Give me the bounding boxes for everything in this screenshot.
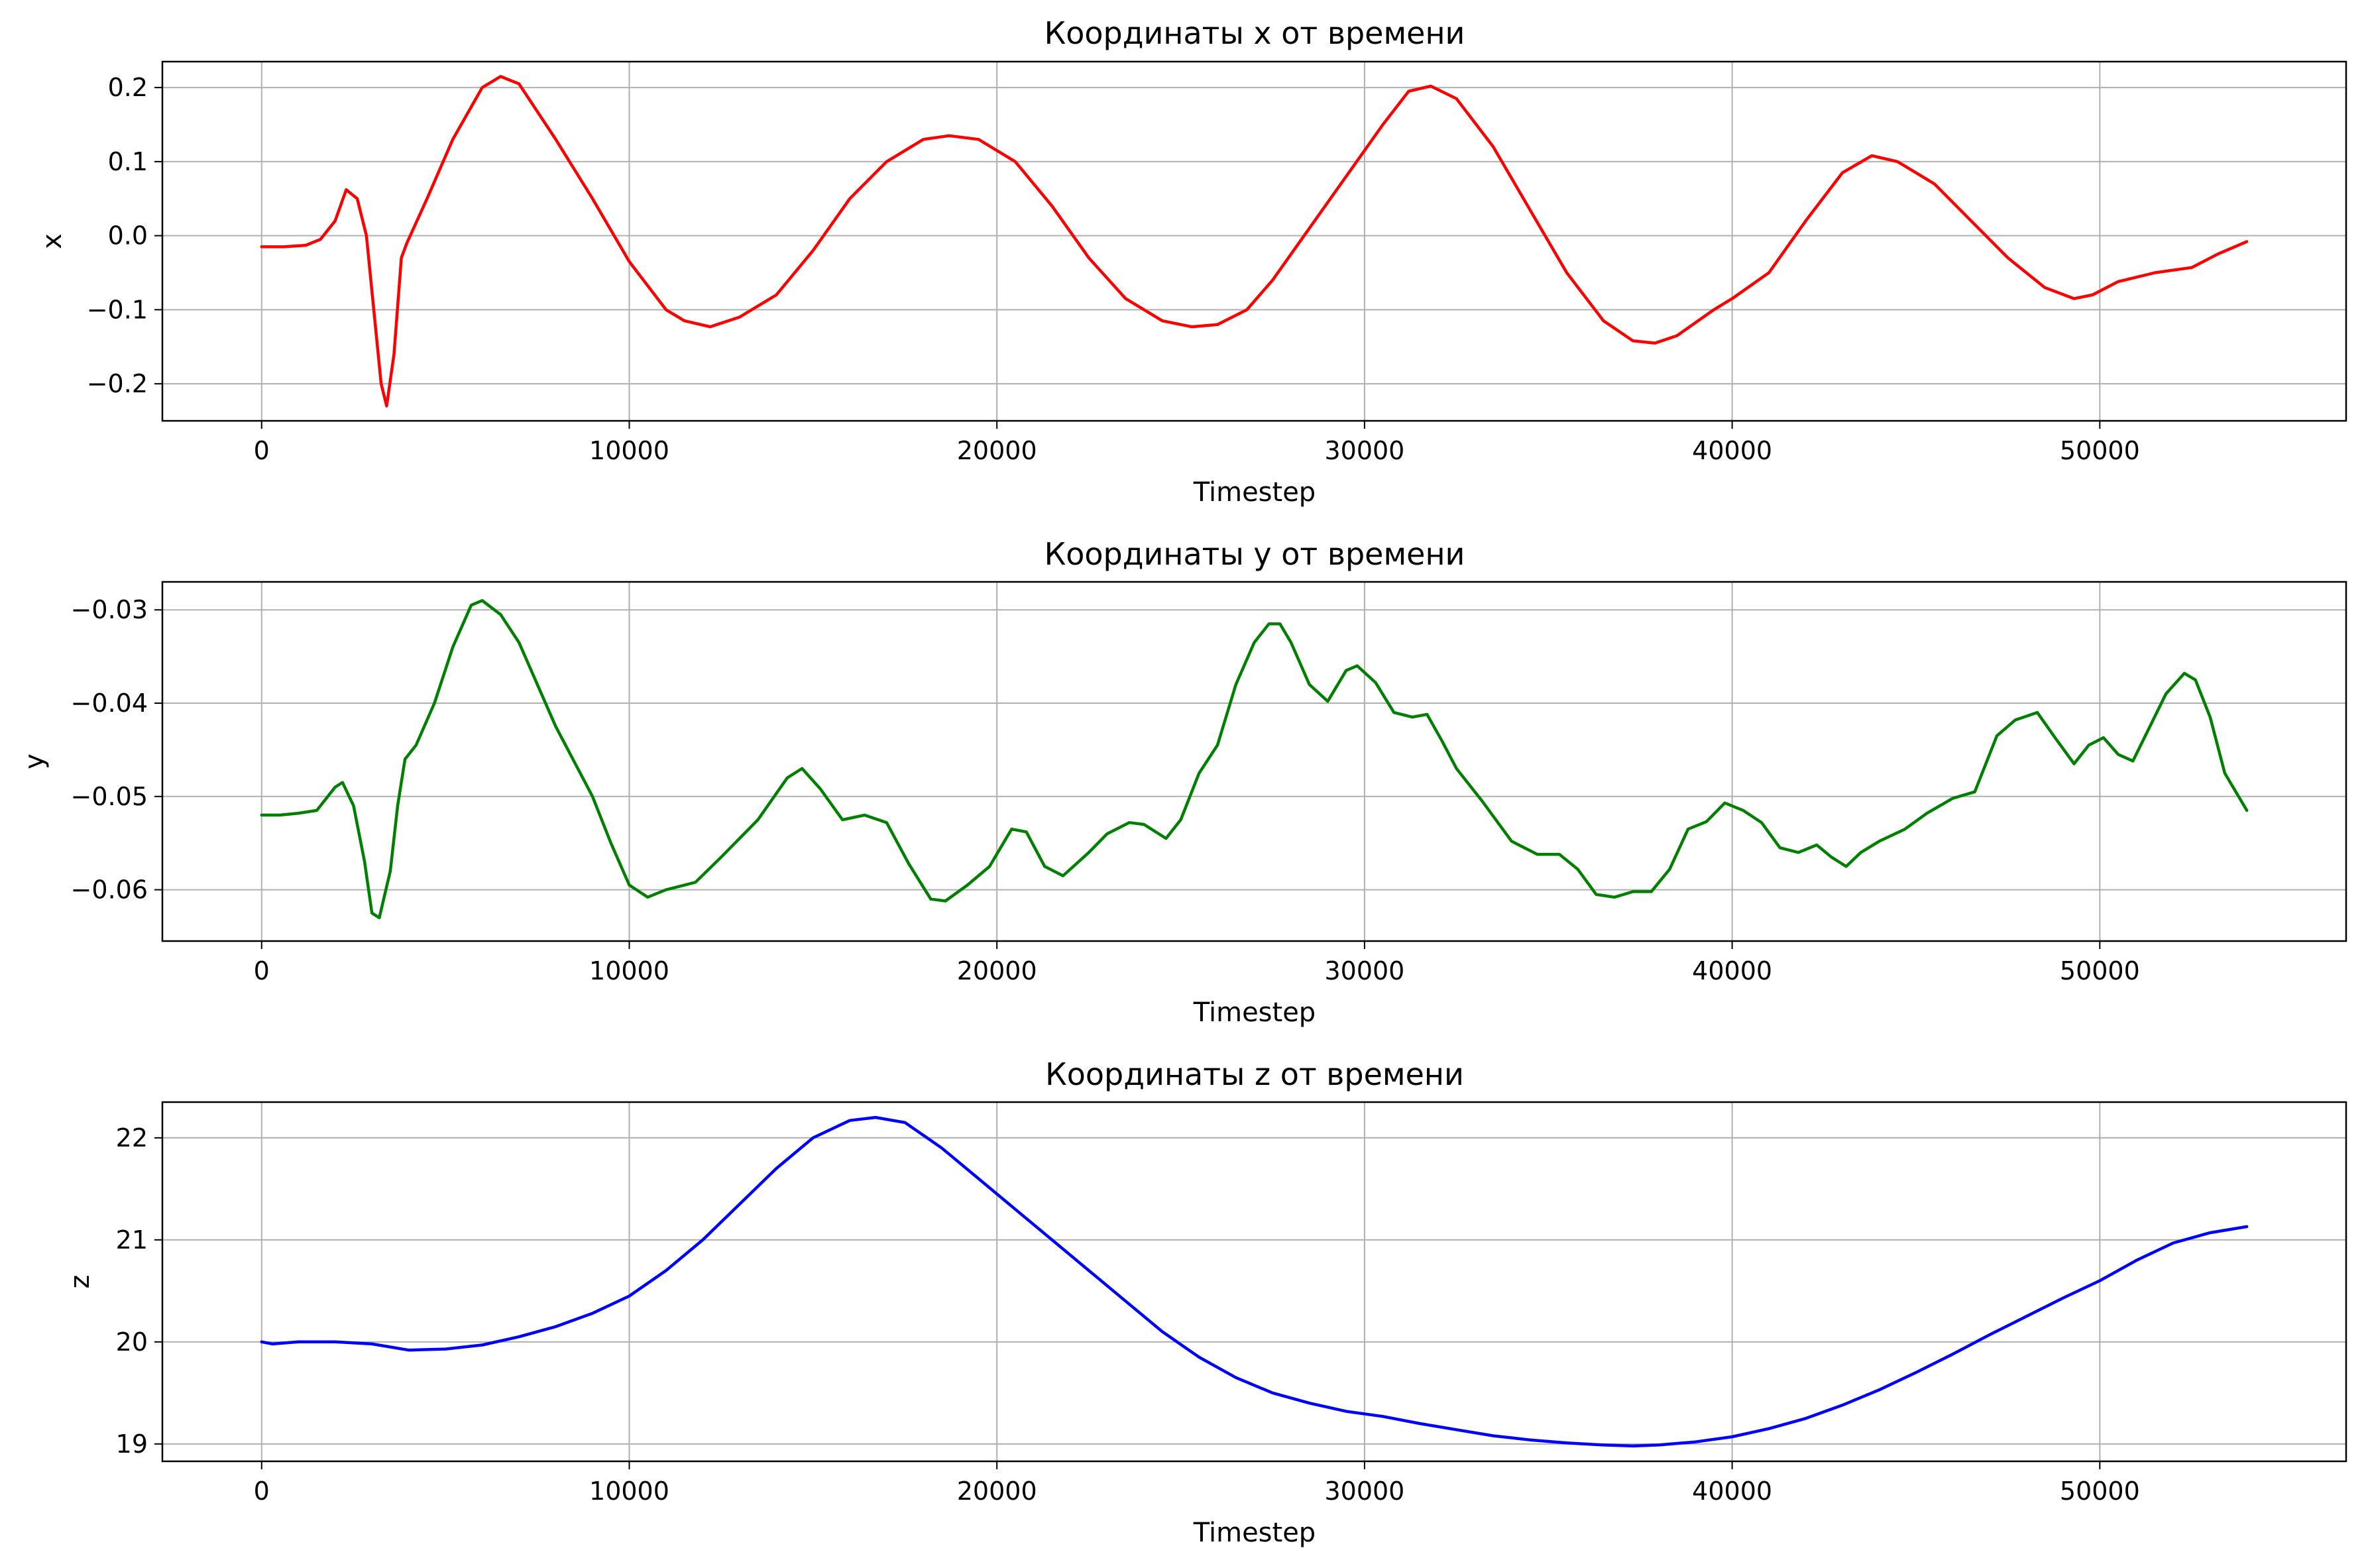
y-tick-label: 21 (116, 1225, 148, 1255)
grid (162, 582, 2346, 941)
y-tick-label: −0.04 (71, 689, 148, 718)
subplot-title: Координаты x от времени (1044, 15, 1465, 51)
subplot-y: Координаты y от времени 0 10000 20000 30000… (19, 536, 2347, 1028)
axes-frame (161, 581, 2347, 942)
y-tick-label: −0.03 (71, 595, 148, 624)
axes-frame (161, 60, 2347, 422)
x-tick-label: 30000 (1324, 436, 1404, 465)
y-tick-label: 22 (116, 1123, 148, 1152)
x-axis-label: Timestep (1193, 1518, 1316, 1548)
x-axis-label: Timestep (1193, 997, 1316, 1028)
y-tick-label: −0.2 (87, 369, 148, 398)
subplot-z: Координаты z от времени 0 10000 20000 30000… (65, 1056, 2347, 1548)
x-ticks: 0 10000 20000 30000 40000 50000 (254, 1461, 2140, 1506)
x-tick-label: 0 (254, 956, 270, 985)
x-tick-label: 10000 (589, 956, 669, 985)
x-tick-label: 40000 (1692, 436, 1772, 465)
x-tick-label: 30000 (1324, 1477, 1404, 1506)
x-tick-label: 20000 (957, 436, 1037, 465)
x-ticks: 0 10000 20000 30000 40000 50000 (254, 941, 2140, 985)
x-axis-label: Timestep (1193, 477, 1316, 508)
y-tick-label: −0.1 (87, 295, 148, 324)
x-tick-label: 30000 (1324, 956, 1404, 985)
y-ticks: 19 20 21 22 (116, 1123, 162, 1459)
x-tick-label: 40000 (1692, 1477, 1772, 1506)
series-layer (260, 598, 2249, 920)
series-layer (260, 1115, 2249, 1448)
x-tick-label: 40000 (1692, 956, 1772, 985)
x-ticks: 0 10000 20000 30000 40000 50000 (254, 421, 2140, 465)
y-tick-label: −0.06 (71, 875, 148, 905)
y-axis-label: x (37, 233, 68, 249)
y-tick-label: 0.1 (108, 147, 148, 176)
x-tick-label: 0 (254, 1477, 270, 1506)
grid (162, 1102, 2346, 1461)
grid (162, 62, 2346, 421)
y-tick-label: 0.0 (108, 221, 148, 251)
y-tick-label: −0.05 (71, 782, 148, 811)
x-tick-label: 50000 (2060, 956, 2140, 985)
y-ticks: −0.2 −0.1 0.0 0.1 0.2 (87, 73, 162, 398)
subplot-x: Координаты x от времени 0 10000 20000 30000… (37, 15, 2347, 508)
subplot-title: Координаты y от времени (1044, 536, 1465, 572)
y-tick-label: 19 (116, 1429, 148, 1459)
series-line (260, 598, 2249, 920)
y-axis-label: y (19, 754, 50, 769)
y-ticks: −0.06 −0.05 −0.04 −0.03 (71, 595, 162, 905)
series-layer (260, 75, 2249, 408)
x-tick-label: 10000 (589, 436, 669, 465)
series-line (260, 1115, 2249, 1448)
x-tick-label: 0 (254, 436, 270, 465)
subplot-title: Координаты z от времени (1045, 1056, 1464, 1092)
x-tick-label: 20000 (957, 956, 1037, 985)
x-tick-label: 20000 (957, 1477, 1037, 1506)
y-tick-label: 0.2 (108, 73, 148, 102)
x-tick-label: 50000 (2060, 1477, 2140, 1506)
x-tick-label: 10000 (589, 1477, 669, 1506)
x-tick-label: 50000 (2060, 436, 2140, 465)
y-tick-label: 20 (116, 1327, 148, 1357)
y-axis-label: z (65, 1275, 95, 1289)
axes-frame (161, 1101, 2347, 1463)
series-line (260, 75, 2249, 408)
